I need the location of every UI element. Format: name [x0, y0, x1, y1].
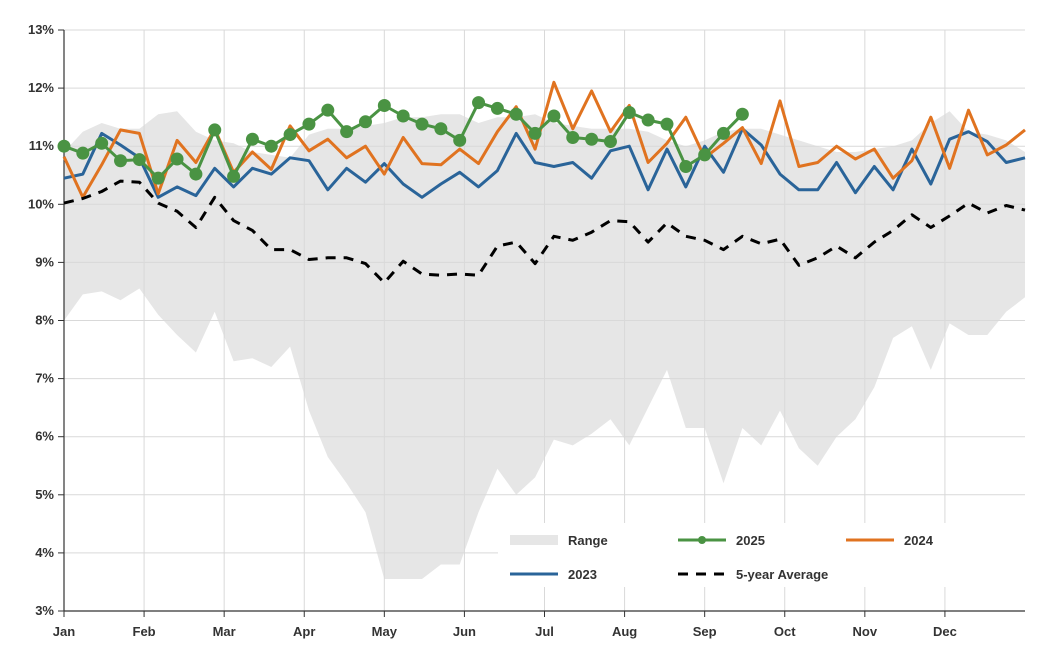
point-s2025: [208, 123, 222, 137]
point-s2025: [585, 132, 599, 146]
point-s2025: [321, 103, 335, 117]
point-s2025: [377, 99, 391, 113]
x-tick-label: Dec: [933, 624, 957, 639]
point-s2025: [547, 109, 561, 123]
point-s2025: [396, 109, 410, 123]
x-tick-label: Feb: [133, 624, 156, 639]
point-s2025: [603, 135, 617, 149]
point-s2025: [57, 139, 71, 153]
series-line-avg: [63, 179, 1026, 285]
y-tick-label: 3%: [35, 603, 54, 618]
legend-label: 2024: [904, 533, 934, 548]
point-s2025: [472, 96, 486, 110]
y-tick-label: 9%: [35, 254, 54, 269]
x-tick-label: Apr: [293, 624, 315, 639]
x-tick-label: Sep: [693, 624, 717, 639]
x-tick-label: Mar: [213, 624, 236, 639]
point-s2025: [227, 169, 241, 183]
y-tick-label: 12%: [28, 80, 54, 95]
y-tick-label: 8%: [35, 313, 54, 328]
series-line-s2023: [63, 127, 1026, 199]
legend-label: 5-year Average: [736, 567, 828, 582]
grid-layer: [64, 29, 1025, 611]
point-s2025: [434, 122, 448, 136]
point-s2025: [415, 117, 429, 131]
legend: Range 2025 2024 2023 5-year Average: [498, 523, 1025, 587]
y-tick-label: 10%: [28, 196, 54, 211]
point-s2025: [622, 106, 636, 120]
y-tick-label: 6%: [35, 429, 54, 444]
legend-label: 2023: [568, 567, 597, 582]
x-tick-label: Oct: [774, 624, 796, 639]
x-tick-label: Aug: [612, 624, 637, 639]
point-s2025: [283, 128, 297, 142]
x-tick-label: Jul: [535, 624, 554, 639]
legend-label: 2025: [736, 533, 765, 548]
point-s2025: [490, 101, 504, 115]
legend-background: [498, 523, 1025, 587]
point-s2025: [264, 139, 278, 153]
point-s2025: [660, 117, 674, 131]
point-s2025: [453, 133, 467, 147]
x-tick-label: Nov: [853, 624, 878, 639]
point-s2025: [735, 107, 749, 121]
point-s2025: [95, 136, 109, 150]
point-s2025: [151, 171, 165, 185]
legend-swatch-range: [510, 535, 558, 545]
point-s2025: [189, 167, 203, 181]
point-s2025: [679, 160, 693, 174]
point-s2025: [76, 146, 90, 160]
y-tick-label: 7%: [35, 371, 54, 386]
point-s2025: [528, 126, 542, 140]
series-layer: [57, 80, 1026, 285]
point-s2025: [170, 152, 184, 166]
y-tick-label: 11%: [29, 138, 55, 153]
point-s2025: [641, 113, 655, 127]
y-tick-label: 13%: [28, 22, 54, 37]
point-s2025: [340, 125, 354, 139]
point-s2025: [245, 132, 259, 146]
point-s2025: [358, 115, 372, 129]
x-tick-label: May: [372, 624, 398, 639]
point-s2025: [717, 126, 731, 140]
point-s2025: [302, 117, 316, 131]
x-tick-label: Jun: [453, 624, 476, 639]
point-s2025: [114, 154, 128, 168]
y-tick-label: 4%: [35, 545, 54, 560]
x-tick-label: Jan: [53, 624, 75, 639]
point-s2025: [566, 130, 580, 144]
point-s2025: [132, 153, 146, 167]
legend-label: Range: [568, 533, 608, 548]
point-s2025: [698, 148, 712, 162]
axes-layer: 3% 4% 5% 6% 7% 8% 9% 10% 11% 12% 13% Jan Feb Mar Apr Ma…: [28, 22, 1025, 639]
y-tick-label: 5%: [35, 487, 54, 502]
point-s2025: [509, 107, 523, 121]
legend-marker-2025: [698, 536, 706, 544]
